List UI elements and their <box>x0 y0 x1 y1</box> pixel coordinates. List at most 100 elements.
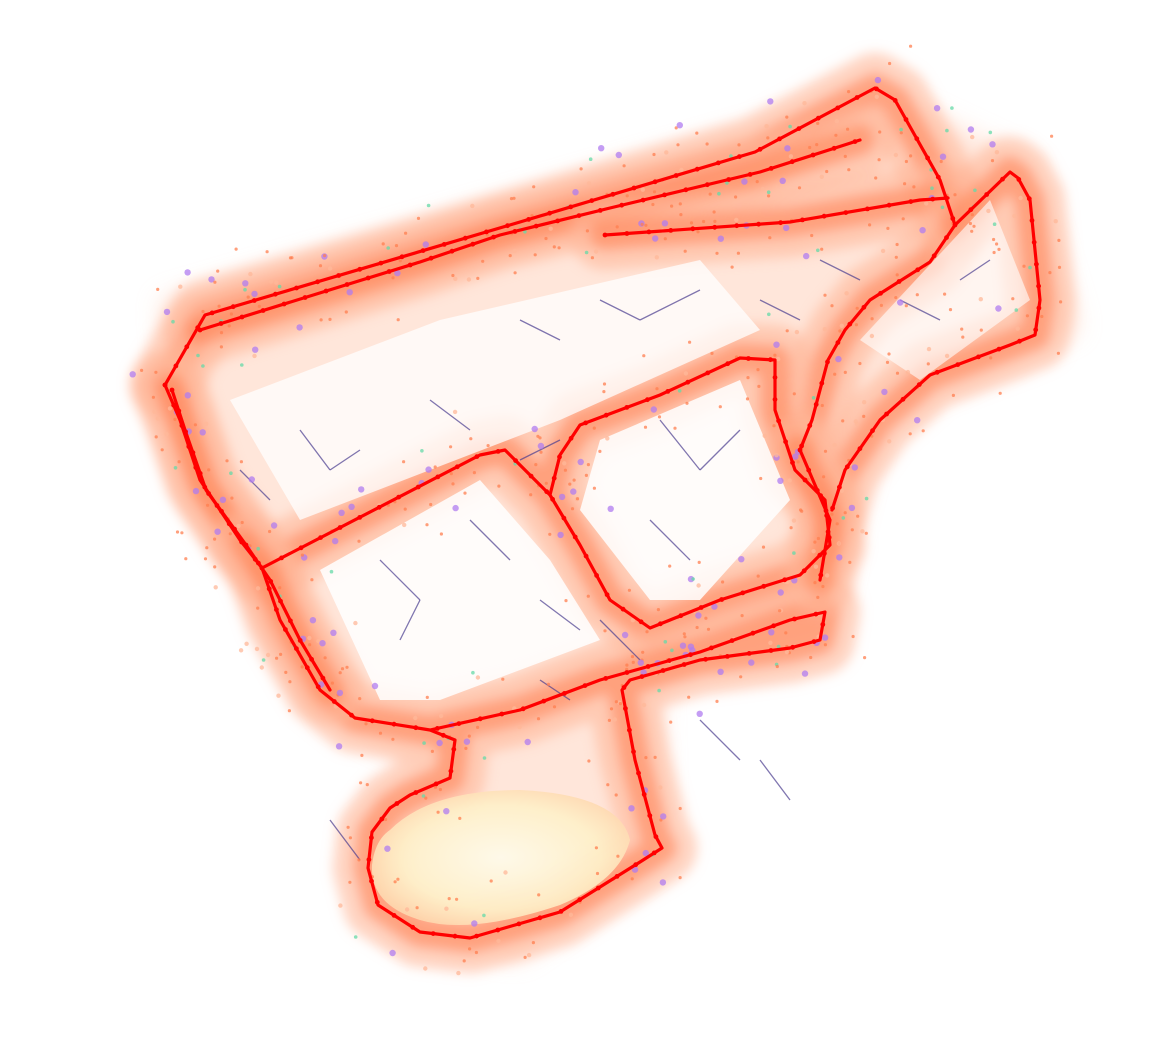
pose-marker <box>407 262 413 268</box>
scan-point <box>155 416 160 421</box>
scan-point <box>265 652 271 658</box>
scan-point <box>823 449 828 453</box>
pose-marker <box>394 801 400 806</box>
building-edge-line <box>759 299 801 321</box>
scan-point <box>330 629 337 636</box>
scan-point <box>201 364 205 368</box>
open-field <box>371 790 630 925</box>
scan-point <box>835 522 839 526</box>
pose-marker <box>729 638 735 643</box>
scan-point <box>986 208 991 214</box>
pose-marker <box>807 423 813 428</box>
pose-marker <box>441 242 447 247</box>
pose-marker <box>844 464 850 470</box>
pose-marker <box>772 375 778 380</box>
scan-point <box>1012 213 1017 219</box>
scan-point <box>689 221 694 225</box>
pose-marker <box>369 835 374 841</box>
scan-point <box>792 453 799 460</box>
scan-point <box>767 312 771 317</box>
scan-point <box>678 202 682 206</box>
scan-point <box>895 371 900 375</box>
scan-point <box>661 220 669 227</box>
pose-marker <box>274 607 279 612</box>
pose-marker <box>449 248 455 254</box>
scan-point <box>783 224 790 232</box>
scan-point <box>467 734 471 738</box>
scan-point <box>564 599 568 603</box>
pose-marker <box>537 915 543 921</box>
scan-point <box>358 697 362 701</box>
scan-point <box>756 574 760 578</box>
pose-marker <box>365 275 371 281</box>
scan-point <box>425 523 429 527</box>
scan-point <box>384 817 388 822</box>
scan-point <box>416 216 421 220</box>
trajectory-segment <box>260 356 832 630</box>
scan-point <box>893 152 899 158</box>
scan-point <box>205 546 209 550</box>
pose-marker <box>619 202 625 208</box>
pose-marker <box>810 152 816 158</box>
scan-point <box>630 655 635 659</box>
pose-marker <box>243 542 249 548</box>
pose-marker <box>817 552 823 558</box>
pose-marker <box>1026 196 1032 202</box>
pose-marker <box>633 862 639 868</box>
scan-point <box>463 738 471 745</box>
scan-point <box>365 783 369 787</box>
pose-marker <box>413 725 419 731</box>
scan-point <box>621 631 629 639</box>
scan-point <box>791 518 797 523</box>
scan-point <box>552 245 556 249</box>
scan-point <box>695 131 699 135</box>
scan-point <box>584 473 589 477</box>
scan-point <box>825 573 830 578</box>
scan-point <box>340 667 345 671</box>
pose-marker <box>399 254 405 260</box>
scan-point <box>834 119 839 124</box>
scan-point <box>979 328 983 332</box>
scan-point <box>300 665 304 669</box>
scan-point <box>830 304 834 308</box>
pose-marker <box>624 231 630 236</box>
scan-point <box>512 196 516 200</box>
scan-point <box>475 675 481 680</box>
scan-point <box>256 546 261 551</box>
pose-marker <box>768 648 774 653</box>
scan-point <box>717 235 724 242</box>
pose-marker <box>561 515 567 521</box>
scan-point <box>463 491 467 495</box>
scan-point <box>888 61 892 66</box>
pose-marker <box>520 706 526 712</box>
scan-point <box>721 580 725 584</box>
pose-marker <box>815 115 821 121</box>
scan-point <box>579 167 583 171</box>
scan-point <box>679 213 683 217</box>
pose-marker <box>337 525 343 530</box>
scan-point <box>836 554 843 561</box>
scan-point <box>332 537 339 545</box>
pose-marker <box>477 716 483 722</box>
building-edge-line <box>699 719 741 761</box>
scan-point <box>926 362 930 366</box>
building-edge-line <box>959 259 991 281</box>
scan-point <box>734 217 739 223</box>
scan-point <box>618 702 623 706</box>
scan-point <box>944 353 950 359</box>
scan-point <box>509 197 514 201</box>
pose-marker <box>232 526 237 532</box>
scan-point <box>854 323 859 327</box>
pose-marker <box>857 446 863 452</box>
scan-point <box>755 180 759 184</box>
scan-point <box>641 650 645 654</box>
pose-marker <box>391 721 397 727</box>
scan-point <box>1014 308 1019 312</box>
scan-point <box>268 529 272 534</box>
scan-point <box>848 504 856 512</box>
scan-point <box>642 849 649 857</box>
scan-point <box>279 652 283 657</box>
scan-point <box>773 341 780 348</box>
scan-point <box>538 436 542 440</box>
scan-point <box>371 682 379 690</box>
